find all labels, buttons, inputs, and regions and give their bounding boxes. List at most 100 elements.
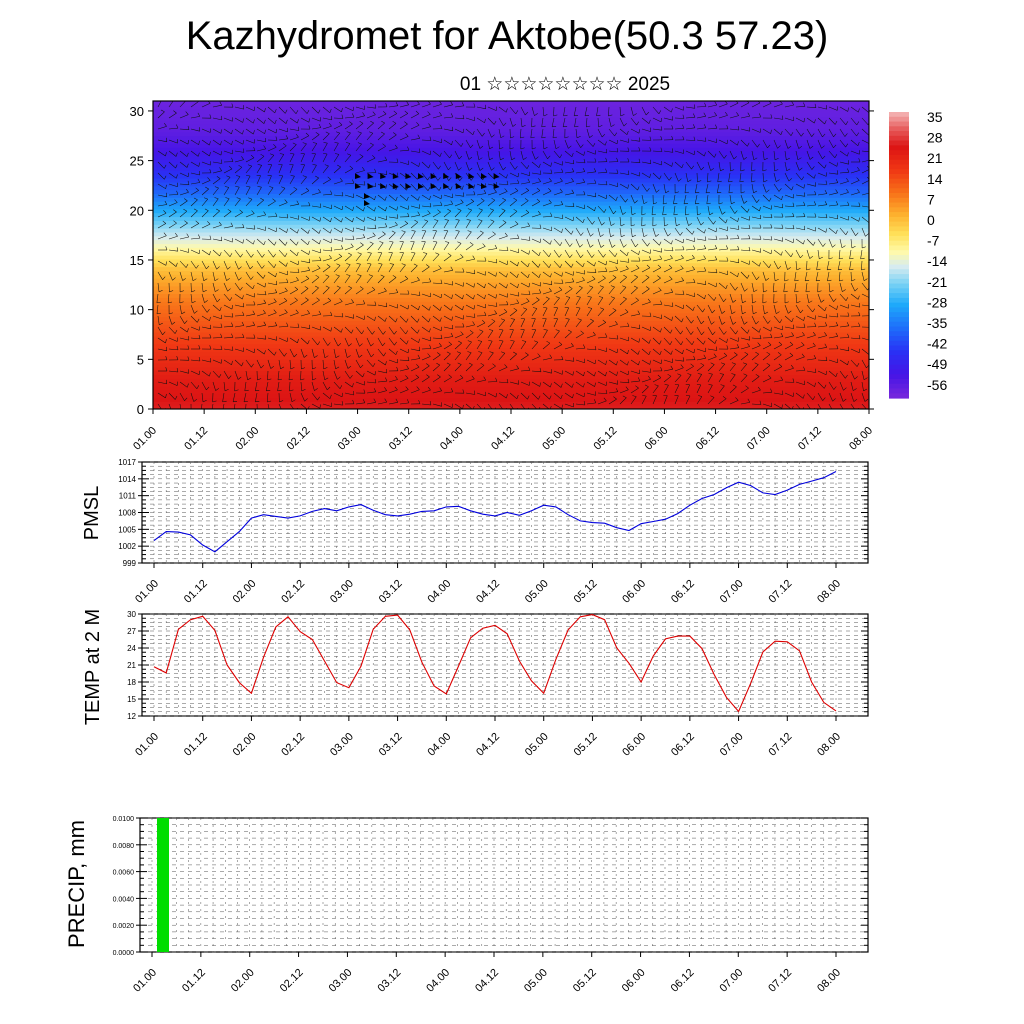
wind-barb-feather	[357, 131, 362, 134]
wind-barb	[388, 216, 398, 219]
wind-barb-feather	[538, 163, 541, 168]
wind-barb	[498, 191, 508, 196]
wind-barb	[355, 326, 362, 335]
wind-barb-feather	[309, 258, 311, 263]
wind-barb-feather	[176, 356, 179, 360]
x-tick-label: 07.12	[796, 425, 824, 453]
wind-barb	[277, 381, 280, 391]
wind-barb	[685, 139, 696, 141]
wind-barb-feather	[825, 356, 828, 361]
wind-barb	[509, 199, 518, 207]
wind-barb-feather	[747, 274, 750, 279]
wind-barb-feather	[825, 180, 828, 185]
wind-barb	[531, 249, 540, 257]
wind-barb	[377, 315, 386, 322]
x-tick-label: 05.00	[523, 731, 551, 759]
wind-barb	[564, 381, 573, 388]
wind-barb	[223, 168, 233, 174]
wind-barb	[652, 183, 657, 193]
wind-barb-feather	[731, 373, 736, 375]
wind-barb-feather	[605, 168, 608, 173]
heat-band	[153, 212, 869, 218]
wind-barb	[300, 135, 310, 141]
wind-barb	[542, 139, 545, 150]
wind-barb	[179, 172, 189, 178]
wind-barb-feather	[704, 152, 706, 157]
wind-barb	[531, 260, 539, 268]
wind-barb-feather	[845, 231, 849, 235]
wind-barb	[157, 223, 166, 229]
wind-barb	[795, 335, 805, 339]
heat-band	[153, 343, 869, 348]
wind-barb	[795, 403, 801, 409]
wind-barb	[641, 326, 651, 331]
wind-barb-feather	[671, 148, 674, 153]
wind-barb	[773, 344, 783, 350]
y-tick-label: 1014	[118, 475, 136, 484]
wind-barb	[322, 125, 332, 130]
wind-barb-feather	[395, 102, 399, 106]
wind-barb	[443, 403, 453, 408]
wind-barb-feather	[842, 289, 846, 292]
wind-flag	[355, 183, 361, 189]
wind-barb	[179, 271, 183, 281]
wind-barb-feather	[817, 290, 822, 293]
wind-barb-feather	[309, 324, 311, 329]
wind-barb	[520, 106, 526, 116]
wind-barb-feather	[466, 219, 471, 221]
wind-barb	[531, 370, 542, 373]
wind-barb-feather	[346, 263, 351, 265]
wind-barb	[355, 244, 364, 251]
wind-barb	[828, 325, 838, 328]
wind-barb	[465, 352, 472, 361]
wind-barb	[718, 150, 725, 159]
colorbar-swatch	[889, 312, 909, 318]
wind-barb-feather	[571, 168, 575, 172]
wind-barb-feather	[822, 133, 826, 138]
wind-barb-feather	[295, 133, 299, 138]
wind-barb	[355, 132, 362, 141]
wind-barb-feather	[334, 142, 339, 144]
wind-barb	[498, 235, 508, 240]
wind-barb	[531, 238, 541, 243]
wind-barb-feather	[528, 236, 531, 241]
wind-barb-feather	[380, 131, 385, 135]
wind-barb	[784, 128, 792, 136]
wind-barb-feather	[264, 108, 266, 113]
wind-barb	[531, 181, 541, 185]
wind-barb	[641, 259, 651, 262]
wind-barb	[718, 385, 725, 394]
wind-barb	[388, 348, 397, 355]
wind-barb-feather	[802, 394, 805, 399]
wind-barb	[156, 304, 159, 314]
wind-barb-feather	[524, 198, 529, 201]
wind-barb	[344, 392, 354, 396]
wind-barb-feather	[536, 187, 541, 191]
wind-barb	[597, 172, 608, 174]
wind-barb-feather	[627, 258, 630, 263]
wind-barb-feather	[438, 165, 441, 170]
colorbar-swatch	[889, 331, 909, 337]
wind-barb	[751, 102, 761, 108]
wind-barb-feather	[839, 257, 844, 260]
colorbar-label: -35	[927, 315, 947, 331]
heat-band	[153, 116, 869, 121]
wind-barb-feather	[427, 187, 431, 191]
wind-barb	[850, 150, 860, 155]
wind-barb-feather	[806, 268, 811, 271]
wind-barb	[541, 128, 544, 138]
wind-barb	[586, 381, 595, 387]
wind-barb-feather	[845, 374, 848, 379]
wind-barb-feather	[616, 348, 618, 353]
wind-barb	[586, 308, 593, 317]
wind-barb	[718, 326, 725, 335]
wind-barb-feather	[595, 192, 597, 197]
wind-barb-feather	[735, 330, 738, 335]
wind-barb	[366, 157, 376, 163]
wind-barb-feather	[548, 199, 552, 204]
wind-barb	[531, 161, 540, 168]
wind-barb	[608, 277, 617, 284]
wind-barb-feather	[253, 146, 256, 151]
wind-barb	[586, 194, 596, 198]
wind-barb	[201, 161, 211, 166]
